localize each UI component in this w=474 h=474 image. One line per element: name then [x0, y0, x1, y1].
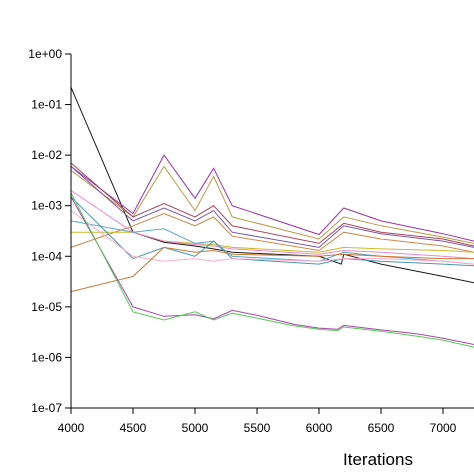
series-line-13	[70, 196, 474, 345]
series-line-9	[70, 220, 474, 265]
x-tick-label: 6000	[306, 421, 333, 435]
series-line-1	[70, 87, 474, 284]
series-line-3	[70, 165, 474, 244]
series-line-6	[70, 212, 474, 253]
series-line-4	[70, 162, 474, 247]
series-line-11	[70, 210, 474, 265]
y-tick-label: 1e-06	[31, 350, 62, 364]
series-layer	[70, 87, 474, 348]
y-tick-label: 1e-04	[31, 249, 62, 263]
series-line-5	[70, 166, 474, 248]
tick-layer: 1e+00 1e-01 1e-02 1e-03 1e-04 1e-05 1e-06 1e-07…	[28, 47, 456, 435]
y-tick-label: 1e+00	[28, 47, 62, 61]
y-tick-label: 1e-02	[31, 148, 62, 162]
y-tick-label: 1e-03	[31, 199, 62, 213]
x-tick-label: 4000	[58, 421, 85, 435]
y-tick-label: 1e-07	[31, 401, 62, 415]
y-tick-label: 1e-01	[31, 98, 62, 112]
x-tick-label: 4500	[120, 421, 147, 435]
x-axis-title: Iterations	[343, 450, 413, 469]
y-tick-label: 1e-05	[31, 300, 62, 314]
series-line-14	[70, 192, 474, 348]
x-tick-label: 7000	[430, 421, 457, 435]
x-tick-label: 6500	[368, 421, 395, 435]
x-tick-label: 5000	[182, 421, 209, 435]
x-tick-label: 5500	[244, 421, 271, 435]
series-line-8	[70, 190, 474, 260]
series-line-12	[70, 246, 474, 293]
series-line-2	[70, 154, 474, 242]
